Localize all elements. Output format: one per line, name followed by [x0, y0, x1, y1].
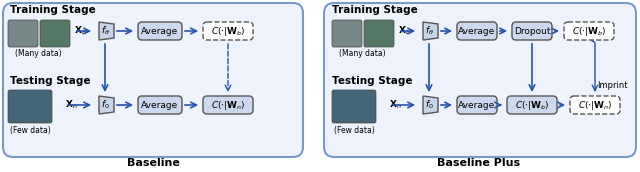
Text: $C(\cdot|\mathbf{W}_b)$: $C(\cdot|\mathbf{W}_b)$ [515, 99, 549, 111]
Text: $C(\cdot|\mathbf{W}_n)$: $C(\cdot|\mathbf{W}_n)$ [578, 99, 612, 111]
Polygon shape [99, 22, 114, 40]
FancyBboxPatch shape [570, 96, 620, 114]
FancyBboxPatch shape [3, 3, 303, 157]
Text: $\mathbf{X}_b$: $\mathbf{X}_b$ [397, 25, 410, 37]
Text: (Many data): (Many data) [15, 49, 61, 57]
FancyBboxPatch shape [332, 90, 376, 123]
Text: $\mathbf{X}_n$: $\mathbf{X}_n$ [388, 99, 401, 111]
FancyBboxPatch shape [40, 20, 70, 47]
FancyBboxPatch shape [507, 96, 557, 114]
Text: $f_0$: $f_0$ [100, 99, 109, 111]
Text: Baseline Plus: Baseline Plus [437, 158, 520, 168]
FancyBboxPatch shape [138, 96, 182, 114]
Text: (Many data): (Many data) [339, 49, 385, 57]
FancyBboxPatch shape [564, 22, 614, 40]
Text: Testing Stage: Testing Stage [10, 76, 90, 86]
Text: Average: Average [141, 26, 179, 35]
Text: (Few data): (Few data) [333, 126, 374, 135]
FancyBboxPatch shape [8, 90, 52, 123]
Polygon shape [99, 96, 114, 114]
FancyBboxPatch shape [364, 20, 394, 47]
FancyBboxPatch shape [332, 20, 362, 47]
FancyBboxPatch shape [457, 96, 497, 114]
FancyBboxPatch shape [8, 20, 38, 47]
FancyBboxPatch shape [203, 22, 253, 40]
Text: Average: Average [141, 100, 179, 110]
Text: $f_\theta$: $f_\theta$ [424, 25, 433, 37]
FancyBboxPatch shape [138, 22, 182, 40]
FancyBboxPatch shape [512, 22, 552, 40]
Text: Average: Average [458, 100, 495, 110]
Text: $f_0$: $f_0$ [424, 99, 433, 111]
Text: $C(\cdot|\mathbf{W}_b)$: $C(\cdot|\mathbf{W}_b)$ [572, 24, 606, 37]
Text: Imprint: Imprint [596, 81, 627, 90]
FancyBboxPatch shape [203, 96, 253, 114]
Text: Baseline: Baseline [127, 158, 179, 168]
FancyBboxPatch shape [324, 3, 636, 157]
Text: Average: Average [458, 26, 495, 35]
Text: (Few data): (Few data) [10, 126, 51, 135]
Text: $C(\cdot|\mathbf{W}_n)$: $C(\cdot|\mathbf{W}_n)$ [211, 99, 245, 111]
Text: Testing Stage: Testing Stage [332, 76, 413, 86]
Text: $\mathbf{X}_n$: $\mathbf{X}_n$ [65, 99, 77, 111]
Text: $\mathbf{X}_b$: $\mathbf{X}_b$ [74, 25, 86, 37]
Polygon shape [423, 22, 438, 40]
Text: $C(\cdot|\mathbf{W}_b)$: $C(\cdot|\mathbf{W}_b)$ [211, 24, 245, 37]
Text: Dropout: Dropout [514, 26, 550, 35]
Text: Training Stage: Training Stage [10, 5, 96, 15]
Polygon shape [423, 96, 438, 114]
Text: Training Stage: Training Stage [332, 5, 418, 15]
Text: $f_\theta$: $f_\theta$ [100, 25, 109, 37]
FancyBboxPatch shape [457, 22, 497, 40]
